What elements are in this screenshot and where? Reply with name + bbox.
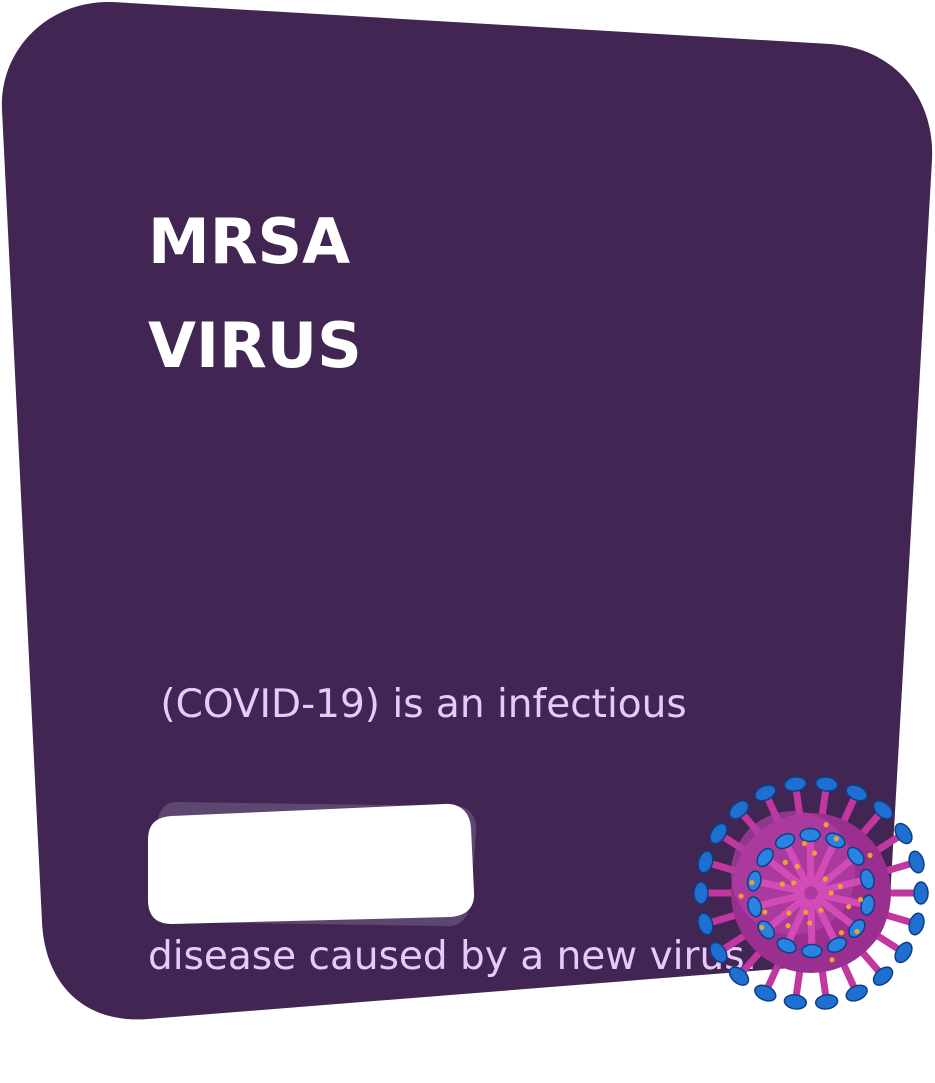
description-line-1: (COVID-19) is an infectious	[148, 682, 687, 727]
coronavirus-icon	[693, 776, 929, 1010]
title-line-1: MRSA	[148, 205, 351, 278]
cta-button-shape	[148, 802, 477, 927]
cta-button[interactable]	[148, 802, 477, 927]
card-description: (COVID-19) is an infectious disease caus…	[148, 495, 848, 1083]
card-shape	[1, 1, 933, 1020]
title-line-2: VIRUS	[148, 309, 362, 382]
card-background	[1, 1, 933, 1020]
card-title: MRSA VIRUS	[148, 190, 362, 398]
